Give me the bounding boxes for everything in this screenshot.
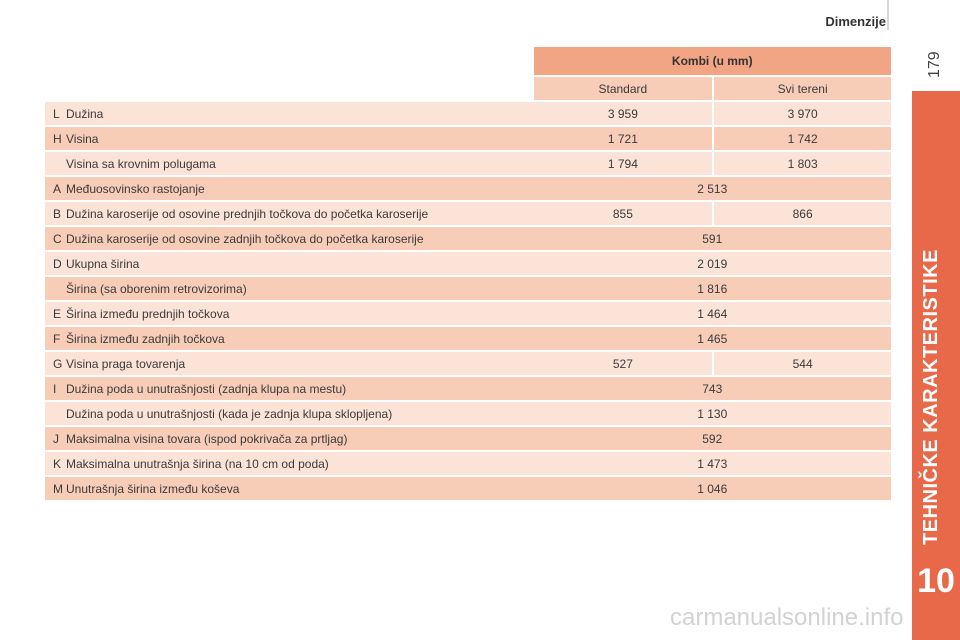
group-header-kombi: Kombi (u mm) [533, 47, 891, 75]
row-description: Dužina [57, 102, 534, 125]
row-letter: G [45, 352, 62, 375]
table-row: Visina sa krovnim polugama 1 794 1 803 [45, 152, 891, 175]
column-header-standard: Standard [533, 77, 713, 100]
row-description: Visina praga tovarenja [57, 352, 534, 375]
row-value-svi-tereni: 3 970 [712, 102, 891, 125]
row-description: Dužina poda u unutrašnjosti (zadnja klup… [57, 377, 534, 400]
row-description: Maksimalna visina tovara (ispod pokrivač… [57, 427, 534, 450]
table-row: C Dužina karoserije od osovine zadnjih to… [45, 227, 891, 250]
row-letter: K [45, 452, 61, 475]
table-row: K Maksimalna unutrašnja širina (na 10 cm … [45, 452, 891, 475]
table-row: E Širina između prednjih točkova 1 464 [45, 302, 891, 325]
row-description: Visina sa krovnim polugama [57, 152, 534, 175]
row-description: Dužina karoserije od osovine prednjih to… [57, 202, 534, 225]
row-letter: H [45, 127, 62, 150]
row-letter: C [45, 227, 62, 250]
row-value-combined: 1 046 [533, 477, 891, 500]
table-row: F Širina između zadnjih točkova 1 465 [45, 327, 891, 350]
row-value-svi-tereni: 866 [712, 202, 891, 225]
row-letter: L [45, 102, 60, 125]
row-value-combined: 1 473 [533, 452, 891, 475]
table-row: D Ukupna širina 2 019 [45, 252, 891, 275]
table-sub-header-row: Standard Svi tereni [45, 77, 891, 100]
chapter-number: 10 [917, 562, 955, 600]
table-row: Dužina poda u unutrašnjosti (kada je zad… [45, 402, 891, 425]
watermark-text: carmanualsonline.info [670, 604, 904, 631]
row-value-combined: 1 816 [533, 277, 891, 300]
row-description: Unutrašnja širina između koševa [57, 477, 534, 500]
table-row: I Dužina poda u unutrašnjosti (zadnja klu… [45, 377, 891, 400]
row-value-standard: 855 [533, 202, 713, 225]
row-letter [45, 402, 58, 425]
chapter-title: TEHNIČKE KARAKTERISTIKE [920, 249, 942, 545]
row-letter: E [45, 302, 61, 325]
table-row: G Visina praga tovarenja 527 544 [45, 352, 891, 375]
table-group-header-row: Kombi (u mm) [45, 47, 891, 75]
row-letter [45, 277, 58, 300]
row-description: Širina između zadnjih točkova [57, 327, 534, 350]
row-value-svi-tereni: 544 [712, 352, 891, 375]
row-value-combined: 1 465 [533, 327, 891, 350]
row-description: Širina između prednjih točkova [57, 302, 534, 325]
row-value-combined: 591 [533, 227, 891, 250]
table-row: L Dužina 3 959 3 970 [45, 102, 891, 125]
row-value-standard: 527 [533, 352, 713, 375]
table-row: Širina (sa oborenim retrovizorima) 1 816 [45, 277, 891, 300]
row-value-standard: 1 794 [533, 152, 713, 175]
row-letter: B [45, 202, 61, 225]
row-value-combined: 2 513 [533, 177, 891, 200]
row-letter: I [45, 377, 58, 400]
row-description: Međuosovinsko rastojanje [57, 177, 534, 200]
row-value-combined: 743 [533, 377, 891, 400]
table-row: H Visina 1 721 1 742 [45, 127, 891, 150]
table-row: J Maksimalna visina tovara (ispod pokriva… [45, 427, 891, 450]
row-letter: D [45, 252, 62, 275]
section-title: Dimenzije [825, 14, 886, 29]
row-letter: F [45, 327, 60, 350]
row-description: Visina [57, 127, 534, 150]
row-value-standard: 3 959 [533, 102, 713, 125]
row-value-combined: 2 019 [533, 252, 891, 275]
header-divider [887, 0, 889, 30]
row-description: Dužina karoserije od osovine zadnjih toč… [57, 227, 534, 250]
row-description: Ukupna širina [57, 252, 534, 275]
dimensions-table: Kombi (u mm) Standard Svi tereni L Dužina… [45, 45, 891, 502]
row-description: Dužina poda u unutrašnjosti (kada je zad… [57, 402, 534, 425]
table-row: A Međuosovinsko rastojanje 2 513 [45, 177, 891, 200]
chapter-side-tab [912, 91, 960, 640]
row-letter: M [45, 477, 63, 500]
row-letter [45, 152, 58, 175]
row-letter: J [45, 427, 59, 450]
row-value-standard: 1 721 [533, 127, 713, 150]
table-row: B Dužina karoserije od osovine prednjih t… [45, 202, 891, 225]
row-letter: A [45, 177, 61, 200]
row-value-combined: 1 130 [533, 402, 891, 425]
row-value-combined: 1 464 [533, 302, 891, 325]
row-value-combined: 592 [533, 427, 891, 450]
column-header-svi-tereni: Svi tereni [712, 77, 891, 100]
row-value-svi-tereni: 1 803 [712, 152, 891, 175]
row-description: Širina (sa oborenim retrovizorima) [57, 277, 534, 300]
page-number: 179 [926, 51, 943, 78]
row-value-svi-tereni: 1 742 [712, 127, 891, 150]
table-row: M Unutrašnja širina između koševa 1 046 [45, 477, 891, 500]
row-description: Maksimalna unutrašnja širina (na 10 cm o… [57, 452, 534, 475]
